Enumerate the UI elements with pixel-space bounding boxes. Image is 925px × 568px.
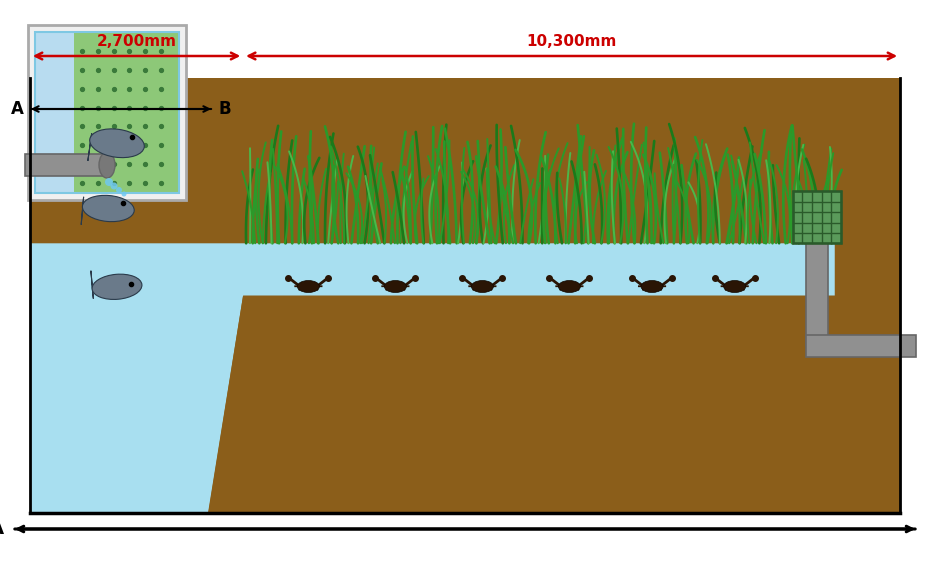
Ellipse shape bbox=[99, 152, 115, 178]
Text: 2,700mm: 2,700mm bbox=[96, 34, 177, 49]
FancyBboxPatch shape bbox=[74, 32, 179, 193]
Text: A: A bbox=[0, 520, 4, 538]
FancyBboxPatch shape bbox=[28, 25, 186, 200]
Ellipse shape bbox=[92, 274, 142, 299]
FancyBboxPatch shape bbox=[793, 191, 841, 243]
Ellipse shape bbox=[298, 281, 319, 293]
Polygon shape bbox=[91, 271, 93, 299]
Circle shape bbox=[110, 182, 117, 190]
Ellipse shape bbox=[641, 281, 663, 293]
Polygon shape bbox=[30, 78, 900, 513]
Polygon shape bbox=[88, 133, 92, 161]
Circle shape bbox=[116, 187, 122, 193]
Ellipse shape bbox=[385, 281, 406, 293]
Polygon shape bbox=[834, 78, 900, 513]
Circle shape bbox=[121, 191, 127, 197]
Ellipse shape bbox=[472, 281, 493, 293]
Ellipse shape bbox=[82, 195, 134, 222]
FancyBboxPatch shape bbox=[25, 154, 107, 176]
FancyBboxPatch shape bbox=[35, 32, 74, 193]
FancyBboxPatch shape bbox=[806, 335, 916, 357]
Ellipse shape bbox=[559, 281, 580, 293]
Polygon shape bbox=[81, 197, 83, 225]
Text: 10,300mm: 10,300mm bbox=[526, 34, 617, 49]
Text: B: B bbox=[218, 100, 230, 118]
Ellipse shape bbox=[723, 281, 746, 293]
Polygon shape bbox=[30, 243, 834, 513]
Text: A: A bbox=[11, 100, 24, 118]
FancyBboxPatch shape bbox=[806, 239, 828, 345]
Ellipse shape bbox=[90, 129, 144, 158]
Circle shape bbox=[105, 178, 113, 186]
Polygon shape bbox=[208, 295, 834, 513]
